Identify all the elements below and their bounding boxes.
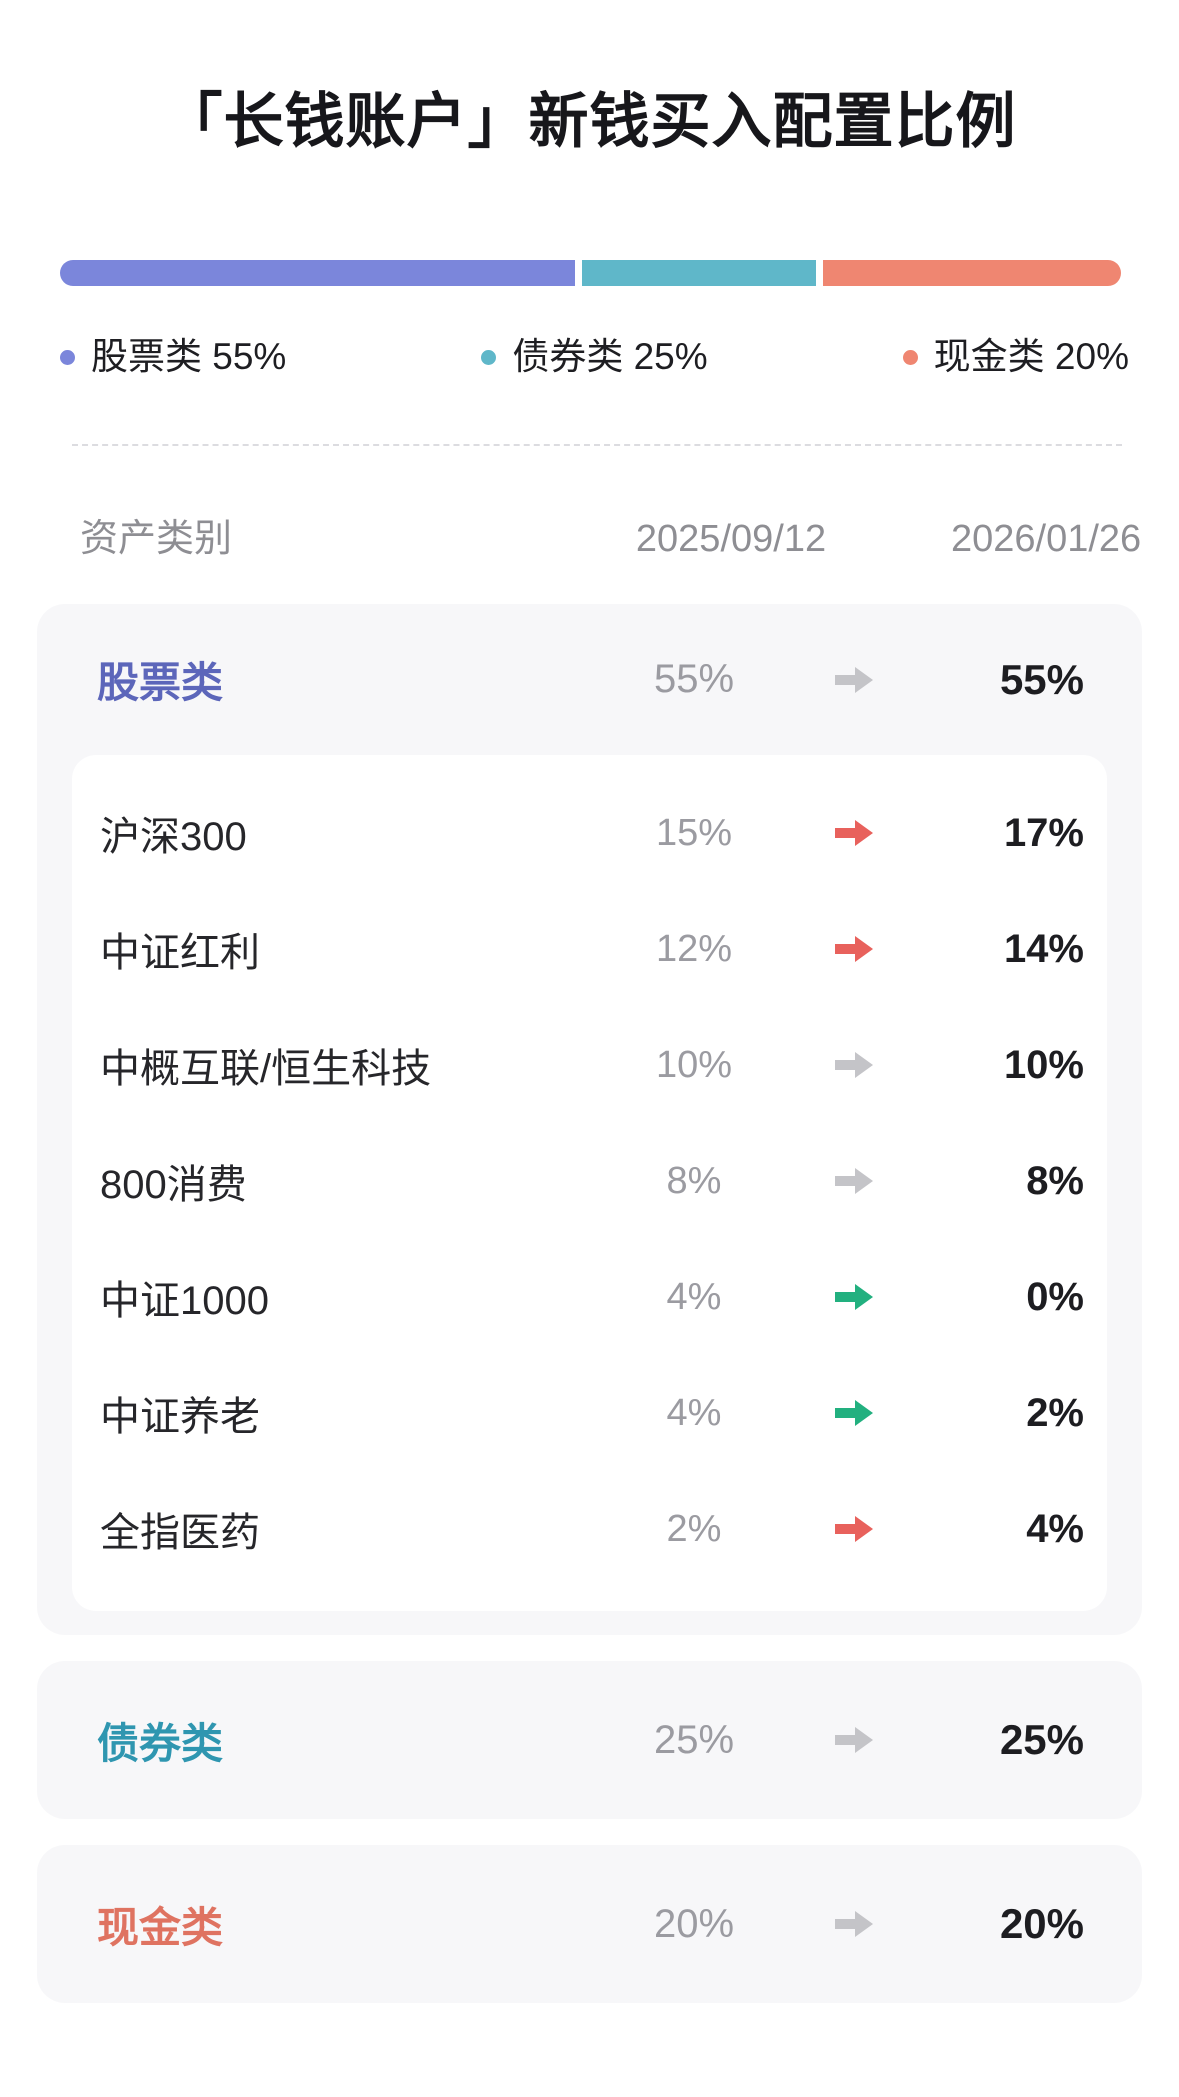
bar-segment-1 [60,260,576,286]
trend-arrow-up-icon [835,936,873,962]
value-to: 2% [1026,1390,1084,1435]
value-to: 55% [999,655,1084,703]
value-to: 8% [1026,1158,1084,1203]
trend-arrow-down-icon [835,1400,873,1426]
asset-group-name: 股票类 [97,659,224,706]
value-to: 20% [999,1900,1084,1947]
bar-segment-2 [582,260,816,286]
trend-arrow-down-icon [835,1284,873,1310]
legend-item: 股票类 55% [60,336,286,378]
value-from: 10% [655,1043,733,1086]
fund-row: 全指医药 2% 4% [72,1471,1107,1587]
fund-row: 800消费 8% 8% [72,1123,1107,1239]
legend-dot-icon [481,349,497,365]
trend-arrow-cell [794,1910,914,1938]
fund-row: 中证养老 4% 2% [72,1355,1107,1471]
value-from: 25% [653,1717,735,1762]
asset-group-row: 现金类 20% 20% [37,1845,1142,2003]
trend-arrow-flat-icon [835,1168,873,1194]
fund-row: 中证1000 4% 0% [72,1239,1107,1355]
table-header-row: 资产类别 2025/09/12 2026/01/26 [0,517,1179,561]
value-from: 4% [666,1391,722,1434]
trend-arrow-flat-icon [835,666,873,693]
value-from: 2% [666,1507,722,1550]
asset-group-card: 债券类 25% 25% [37,1661,1142,1819]
value-to: 10% [1003,1042,1084,1087]
value-to: 25% [999,1716,1084,1763]
fund-name: 中证养老 [100,1395,260,1439]
trend-arrow-cell [794,819,914,847]
trend-arrow-up-icon [835,820,873,846]
legend-label: 现金类 20% [933,336,1129,377]
legend-item: 现金类 20% [902,336,1129,378]
trend-arrow-flat-icon [835,1911,873,1937]
trend-arrow-cell [794,1399,914,1427]
value-to: 17% [1003,810,1084,855]
fund-name: 沪深300 [100,815,247,859]
legend-dot-icon [60,349,75,365]
column-header-date-to: 2026/01/26 [951,518,1142,560]
asset-group-row: 股票类 55% 55% [37,604,1142,755]
bar-segment-3 [822,260,1121,286]
trend-arrow-cell [794,1726,914,1754]
value-from: 20% [653,1901,735,1946]
fund-name: 中概互联/恒生科技 [100,1047,432,1091]
fund-row: 中证红利 12% 14% [72,891,1107,1007]
page-title: 「长钱账户」新钱买入配置比例 [162,88,1017,155]
legend-item: 债券类 25% [481,336,708,378]
trend-arrow-cell [794,1167,914,1195]
value-from: 12% [655,927,733,970]
trend-arrow-cell [794,1051,914,1079]
value-from: 8% [666,1159,722,1202]
legend-label: 股票类 55% [91,336,287,377]
fund-row: 沪深300 15% 17% [72,775,1107,891]
trend-arrow-flat-icon [835,1052,873,1078]
allocation-legend: 股票类 55% 债券类 25% 现金类 20% [60,336,1129,378]
allocation-stacked-bar [60,260,1121,286]
fund-name: 中证红利 [100,931,260,975]
fund-list-card: 沪深300 15% 17% 中证红利 12% 14% 中概互联/恒生科技 10%… [72,755,1107,1611]
asset-group-card: 现金类 20% 20% [37,1845,1142,2003]
value-from: 55% [653,657,735,701]
fund-row: 中概互联/恒生科技 10% 10% [72,1007,1107,1123]
value-from: 4% [666,1275,722,1318]
trend-arrow-flat-icon [835,1727,873,1753]
fund-name: 800消费 [100,1163,247,1207]
trend-arrow-cell [794,1283,914,1311]
asset-group-name: 债券类 [97,1719,224,1767]
asset-group-name: 现金类 [97,1903,224,1951]
card-bottom-padding [37,1611,1142,1635]
value-to: 4% [1026,1506,1084,1551]
trend-arrow-cell [794,1515,914,1543]
legend-dot-icon [902,349,918,365]
value-to: 14% [1003,926,1084,971]
value-from: 15% [655,811,733,854]
fund-name: 全指医药 [100,1511,260,1555]
trend-arrow-up-icon [835,1516,873,1542]
value-to: 0% [1026,1274,1084,1319]
dotted-divider [72,444,1122,446]
trend-arrow-cell [794,935,914,963]
trend-arrow-cell [794,666,914,694]
column-header-date-from: 2025/09/12 [635,518,827,560]
asset-group-row: 债券类 25% 25% [37,1661,1142,1819]
column-header-asset-class: 资产类别 [80,518,233,560]
allocation-cards: 股票类 55% 55% 沪深300 15% 17% 中证红利 12% 14% 中… [0,604,1179,2003]
legend-label: 债券类 25% [512,336,708,377]
fund-name: 中证1000 [100,1279,269,1323]
asset-group-card: 股票类 55% 55% 沪深300 15% 17% 中证红利 12% 14% 中… [37,604,1142,1635]
